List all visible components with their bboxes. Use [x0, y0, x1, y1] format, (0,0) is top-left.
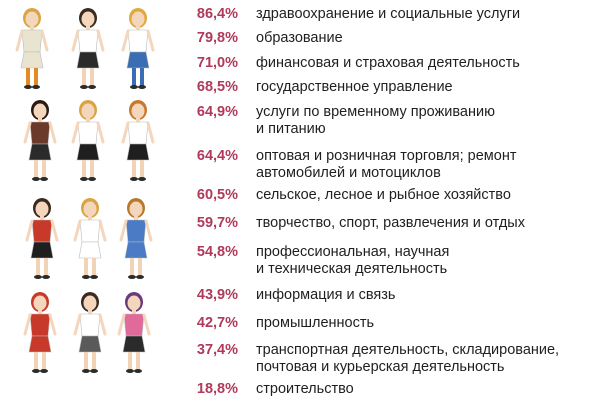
sector-label-line: промышленность	[256, 315, 375, 331]
sector-label: здравоохранение и социальные услуги	[256, 6, 608, 23]
sector-label-line: почтовая и курьерская деятельность	[256, 359, 505, 375]
percent-value: 18,8%	[196, 381, 238, 397]
sector-label: сельское, лесное и рыбное хозяйство	[256, 187, 608, 204]
woman-figure-icon	[73, 292, 107, 373]
sector-label: оптовая и розничная торговля; ремонт авто…	[256, 148, 608, 182]
percent-value: 71,0%	[196, 55, 238, 71]
sector-label-line: здравоохранение и социальные услуги	[256, 6, 521, 22]
woman-figure-icon	[121, 100, 155, 181]
percent-value: 43,9%	[196, 287, 238, 303]
sector-label: услуги по временному проживанию и питанию	[256, 104, 608, 138]
percent-value: 42,7%	[196, 315, 238, 331]
sector-label: профессиональная, научная и техническая д…	[256, 244, 608, 278]
percent-value: 60,5%	[196, 187, 238, 203]
sector-label-line: оптовая и розничная торговля; ремонт	[256, 148, 517, 164]
sector-label-line: услуги по временному проживанию	[256, 104, 495, 120]
sector-label: промышленность	[256, 315, 608, 332]
percent-value: 59,7%	[196, 215, 238, 231]
sector-label-line: автомобилей и мотоциклов	[256, 165, 441, 181]
woman-figure-icon	[71, 8, 105, 89]
sector-label: финансовая и страховая деятельность	[256, 55, 608, 72]
sector-label-line: информация и связь	[256, 287, 396, 303]
woman-figure-icon	[119, 198, 153, 279]
sector-label: строительство	[256, 381, 608, 398]
sector-label: транспортная деятельность, складирование…	[256, 342, 608, 376]
sector-label-line: сельское, лесное и рыбное хозяйство	[256, 187, 511, 203]
sector-label-line: строительство	[256, 381, 354, 397]
sector-label-line: государственное управление	[256, 79, 453, 95]
woman-figure-icon	[117, 292, 151, 373]
sector-label: образование	[256, 30, 608, 47]
percent-value: 79,8%	[196, 30, 238, 46]
woman-figure-icon	[71, 100, 105, 181]
woman-figure-icon	[25, 198, 59, 279]
sector-label: государственное управление	[256, 79, 608, 96]
sector-label-line: творчество, спорт, развлечения и отдых	[256, 215, 525, 231]
sector-label: информация и связь	[256, 287, 608, 304]
percent-value: 86,4%	[196, 6, 238, 22]
sector-label-line: транспортная деятельность, складирование…	[256, 342, 560, 358]
woman-figure-icon	[73, 198, 107, 279]
woman-figure-icon	[15, 8, 49, 89]
woman-figure-icon	[23, 100, 57, 181]
sector-label-line: финансовая и страховая деятельность	[256, 55, 520, 71]
percent-value: 64,9%	[196, 104, 238, 120]
woman-figure-icon	[23, 292, 57, 373]
percent-value: 37,4%	[196, 342, 238, 358]
percent-value: 54,8%	[196, 244, 238, 260]
woman-figure-icon	[121, 8, 155, 89]
percent-value: 64,4%	[196, 148, 238, 164]
sector-label-line: образование	[256, 30, 343, 46]
women-professions-illustration	[15, 8, 155, 373]
percent-value: 68,5%	[196, 79, 238, 95]
sector-label: творчество, спорт, развлечения и отдых	[256, 215, 608, 232]
sector-label-line: профессиональная, научная	[256, 244, 450, 260]
sector-label-line: и техническая деятельность	[256, 261, 448, 277]
sector-label-line: и питанию	[256, 121, 326, 137]
